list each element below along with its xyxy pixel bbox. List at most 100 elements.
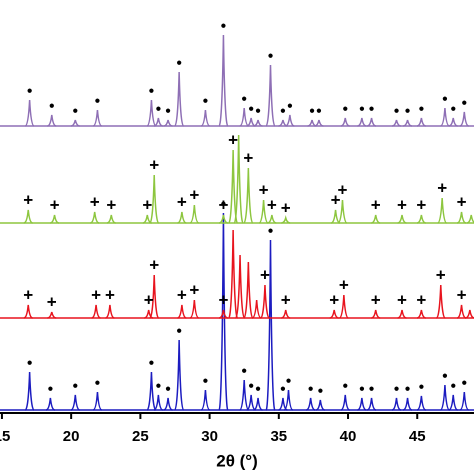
- peak-marker: ●: [316, 106, 322, 117]
- peak: [92, 391, 103, 411]
- peak-marker: ●: [309, 106, 315, 117]
- peak: [70, 119, 80, 127]
- peak: [251, 299, 262, 319]
- peak: [281, 309, 291, 319]
- peak: [416, 395, 427, 411]
- peak-marker: ●: [94, 96, 100, 107]
- peak: [371, 309, 381, 319]
- peak-marker: ●: [27, 358, 33, 369]
- peak-marker: +: [457, 192, 467, 211]
- peak-marker: +: [371, 290, 381, 309]
- peak-marker: +: [338, 180, 348, 199]
- peak-marker: ●: [27, 86, 33, 97]
- peak: [260, 284, 270, 319]
- peak: [177, 211, 187, 224]
- peak: [397, 214, 407, 224]
- peak: [416, 117, 426, 127]
- peak: [243, 167, 254, 224]
- peak: [105, 304, 115, 319]
- peak-marker: ●: [241, 94, 247, 105]
- peak: [367, 117, 377, 127]
- peak: [218, 214, 228, 224]
- peak: [218, 34, 229, 127]
- peak-marker: ●: [450, 381, 456, 392]
- peak: [459, 111, 469, 127]
- peak: [92, 109, 103, 127]
- peak: [144, 309, 154, 319]
- peak-marker: +: [218, 290, 228, 309]
- peak-marker: ●: [461, 98, 467, 109]
- peak: [278, 119, 288, 127]
- peak-marker: ●: [267, 51, 273, 62]
- peak-marker: ●: [317, 386, 323, 397]
- peak: [416, 309, 426, 319]
- peak-marker: +: [90, 192, 100, 211]
- peak: [149, 174, 160, 224]
- peak-marker: ●: [393, 384, 399, 395]
- peak-marker: +: [47, 292, 57, 311]
- peak-marker: +: [281, 198, 291, 217]
- peak-marker: ●: [148, 358, 154, 369]
- peak-marker: ●: [155, 381, 161, 392]
- peak-marker: ●: [176, 58, 182, 69]
- peak: [149, 274, 160, 319]
- peak: [265, 239, 276, 411]
- peak: [234, 254, 246, 319]
- peak-marker: ●: [450, 104, 456, 115]
- peak-marker: ●: [248, 104, 254, 115]
- peak-marker: +: [177, 192, 187, 211]
- peak: [357, 117, 367, 127]
- peak-marker: +: [23, 190, 33, 209]
- peak: [218, 212, 229, 411]
- peak: [329, 309, 339, 319]
- peak-marker: +: [149, 155, 159, 174]
- peak: [283, 389, 294, 411]
- peak: [440, 384, 450, 411]
- peak-marker: +: [260, 265, 270, 284]
- peak-marker: +: [397, 290, 407, 309]
- peak-marker: +: [50, 195, 60, 214]
- peak-marker: ●: [47, 384, 53, 395]
- peak-marker: +: [106, 195, 116, 214]
- peak-marker: ●: [220, 21, 226, 32]
- peak: [337, 199, 348, 224]
- peak: [435, 284, 446, 319]
- peak: [253, 397, 263, 411]
- peak: [246, 117, 256, 127]
- peak: [146, 371, 157, 411]
- peak: [448, 117, 458, 127]
- peak-marker: ●: [369, 104, 375, 115]
- peak: [340, 117, 350, 127]
- peak-marker: ●: [148, 86, 154, 97]
- peak-marker: ●: [220, 199, 226, 210]
- peak-marker: +: [189, 280, 199, 299]
- peak-marker: +: [105, 285, 115, 304]
- x-tick-label: 45: [409, 428, 426, 445]
- peak: [243, 261, 254, 319]
- peak: [233, 134, 244, 224]
- peak: [23, 304, 33, 319]
- peak-marker: +: [329, 290, 339, 309]
- peak: [306, 397, 316, 411]
- peak: [416, 214, 426, 224]
- peak: [45, 397, 55, 411]
- peak-marker: ●: [442, 94, 448, 105]
- peak-marker: ●: [202, 96, 208, 107]
- peak: [258, 199, 269, 224]
- peak-marker: +: [142, 195, 152, 214]
- peak: [466, 214, 474, 224]
- peak-marker: ●: [393, 106, 399, 117]
- peak: [403, 119, 413, 127]
- peak-marker: +: [243, 148, 253, 167]
- peak-marker: ●: [342, 104, 348, 115]
- peak-marker: ●: [342, 381, 348, 392]
- peak-marker: ●: [72, 106, 78, 117]
- peak-marker: +: [331, 190, 341, 209]
- peak: [189, 204, 200, 224]
- peak-marker: +: [149, 255, 159, 274]
- peak: [24, 99, 35, 127]
- peak: [239, 107, 249, 127]
- peak-marker: ●: [267, 226, 273, 237]
